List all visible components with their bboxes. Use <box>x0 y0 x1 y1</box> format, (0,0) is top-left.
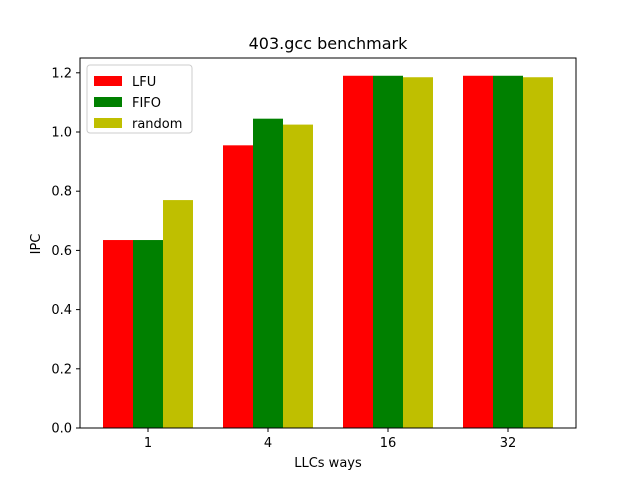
y-axis-label: IPC <box>29 234 44 255</box>
legend-label-fifo: FIFO <box>132 96 161 111</box>
legend-swatch-random <box>94 118 122 128</box>
bar-lfu-16 <box>343 75 373 428</box>
legend: LFU FIFO random <box>86 64 193 134</box>
bar-random-4 <box>283 124 313 428</box>
y-tick-label: 0.6 <box>51 244 72 259</box>
bar-random-1 <box>163 200 193 428</box>
bar-lfu-1 <box>103 240 133 428</box>
x-axis-label: LLCs ways <box>294 456 362 471</box>
chart-title: 403.gcc benchmark <box>249 34 409 53</box>
bar-lfu-32 <box>463 75 493 428</box>
bar-fifo-32 <box>493 75 523 428</box>
plot-frame <box>79 57 577 429</box>
x-tick-label: 32 <box>500 436 517 451</box>
legend-swatch-fifo <box>94 97 122 107</box>
bar-fifo-1 <box>133 240 163 428</box>
bars-group <box>103 75 553 429</box>
legend-swatch-lfu <box>94 76 122 86</box>
y-tick-label: 0.8 <box>51 185 72 200</box>
axes-group: 0.0 0.2 0.4 0.6 0.8 1.0 1.2 1 4 16 32 <box>51 57 577 451</box>
x-tick-label: 16 <box>380 436 397 451</box>
bar-fifo-16 <box>373 75 403 428</box>
y-tick-label: 1.0 <box>51 126 72 141</box>
x-tick-label: 4 <box>264 436 272 451</box>
legend-label-random: random <box>132 117 182 132</box>
y-tick-label: 0.4 <box>51 303 72 318</box>
x-tick-label: 1 <box>144 436 152 451</box>
y-tick-label: 0.0 <box>51 422 72 437</box>
legend-label-lfu: LFU <box>132 75 156 90</box>
y-tick-label: 0.2 <box>51 362 72 377</box>
bar-fifo-4 <box>253 118 283 429</box>
bar-random-32 <box>523 77 553 429</box>
bar-lfu-4 <box>223 145 253 428</box>
bar-random-16 <box>403 77 433 429</box>
y-tick-label: 1.2 <box>51 66 72 81</box>
